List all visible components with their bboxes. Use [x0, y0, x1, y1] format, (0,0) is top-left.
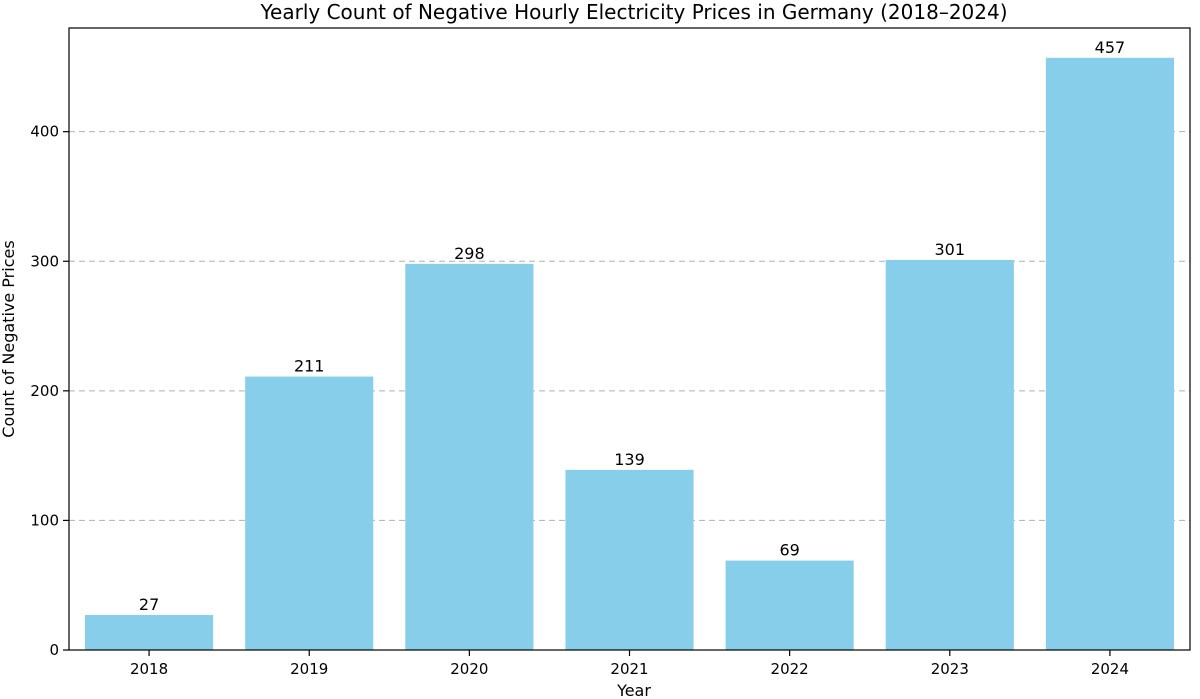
data-labels: 27 211 298 139 69 301 457 [139, 38, 1125, 614]
y-tick-label: 200 [30, 382, 59, 400]
x-tick-label-2018: 2018 [130, 660, 168, 678]
y-axis-label: Count of Negative Prices [0, 240, 18, 437]
x-axis-ticks: 2018 2019 2020 2021 2022 2023 2024 [130, 650, 1129, 678]
x-tick-label-2023: 2023 [931, 660, 969, 678]
bar-2024 [1045, 57, 1174, 651]
x-tick-label-2024: 2024 [1091, 660, 1129, 678]
y-tick-label: 0 [49, 641, 59, 659]
data-label-2023: 301 [935, 240, 966, 259]
data-label-2022: 69 [779, 541, 799, 560]
data-label-2019: 211 [294, 357, 325, 376]
bar-2021 [565, 469, 694, 650]
data-label-2021: 139 [614, 450, 645, 469]
bar-2020 [405, 263, 534, 650]
y-tick-label: 100 [30, 511, 59, 529]
x-tick-label-2022: 2022 [771, 660, 809, 678]
x-tick-label-2019: 2019 [290, 660, 328, 678]
chart-title: Yearly Count of Negative Hourly Electric… [259, 0, 1007, 24]
bar-2019 [245, 376, 374, 650]
data-label-2018: 27 [139, 595, 159, 614]
x-axis-label: Year [616, 681, 651, 699]
y-tick-label: 400 [30, 123, 59, 141]
x-tick-label-2021: 2021 [610, 660, 648, 678]
x-tick-label-2020: 2020 [450, 660, 488, 678]
bar-2022 [725, 560, 854, 650]
y-tick-label: 300 [30, 252, 59, 270]
bar-2018 [85, 615, 214, 650]
bar-2023 [885, 259, 1014, 650]
y-axis-ticks: 0 100 200 300 400 [30, 123, 69, 659]
bars [85, 57, 1174, 651]
data-label-2024: 457 [1095, 38, 1126, 57]
data-label-2020: 298 [454, 244, 485, 263]
